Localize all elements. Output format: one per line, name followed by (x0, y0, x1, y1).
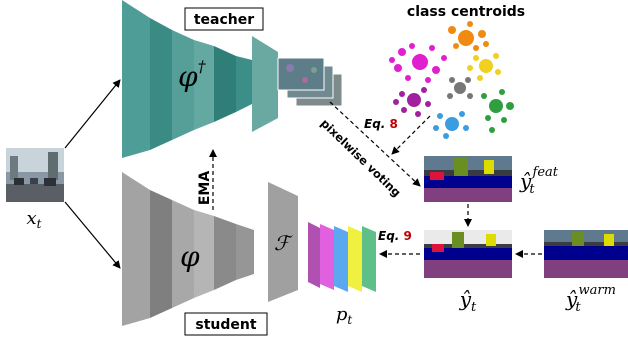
input-label: xt (27, 208, 42, 231)
ema-label: EMA (197, 171, 213, 205)
ywarm-label: ŷtwarm (565, 283, 616, 315)
seg-map-feat (424, 156, 512, 202)
input-image (6, 148, 64, 202)
student-network (122, 172, 298, 326)
arrow-to-teacher (64, 79, 121, 149)
arrow-to-student (64, 201, 121, 269)
teacher-label: teacher (194, 12, 254, 28)
F-operator: ℱ (274, 231, 293, 255)
student-label-box (184, 312, 268, 336)
yfeat-label: ŷtfeat (519, 165, 559, 197)
teacher-network (122, 0, 278, 158)
seg-map-yt (424, 230, 512, 278)
yt-label: ŷt (459, 287, 477, 315)
teacher-feature-maps (277, 57, 343, 107)
eq8-label: Eq. 8 (364, 117, 398, 131)
eq9-label: Eq. 9 (378, 229, 412, 243)
centroids-title: class centroids (407, 4, 525, 20)
student-label: student (195, 317, 256, 333)
teacher-label-box (184, 7, 264, 31)
teacher-phi: φ† (178, 57, 207, 93)
seg-map-warm (544, 230, 628, 278)
class-centroids (389, 21, 514, 139)
probability-bars (308, 222, 376, 292)
student-phi: φ (180, 240, 200, 273)
eq8-arrow (391, 115, 431, 155)
prob-label: pt (336, 304, 353, 327)
